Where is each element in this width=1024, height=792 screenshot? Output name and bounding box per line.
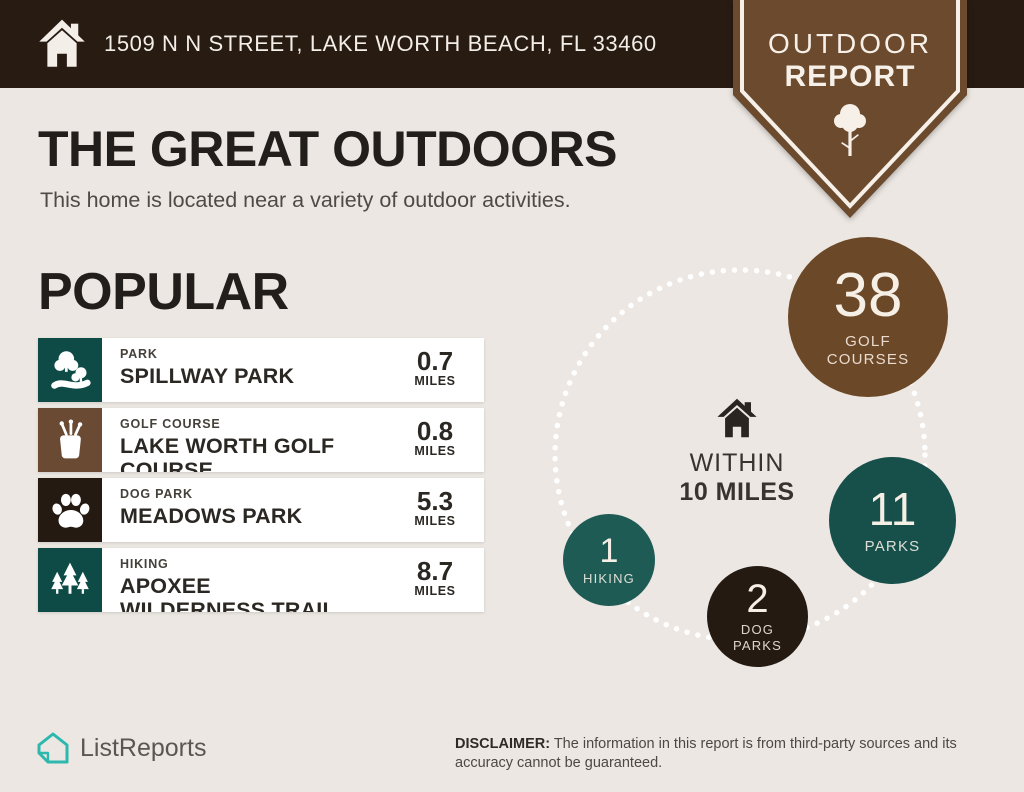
distance-unit: MILES	[414, 514, 456, 528]
list-item-golf-course[interactable]: GOLF COURSE LAKE WORTH GOLF COURSE 0.8 M…	[38, 408, 484, 472]
parks-label: PARKS	[864, 537, 921, 555]
golf-bag-icon	[59, 419, 83, 459]
item-name: APOXEE WILDERNESS TRAIL	[120, 574, 336, 612]
item-name: MEADOWS PARK	[120, 504, 303, 528]
tree-icon	[834, 104, 866, 156]
disclaimer-body: The information in this report is from t…	[455, 736, 957, 771]
hiking-label: HIKING	[583, 570, 635, 586]
item-category: HIKING	[120, 557, 169, 571]
dog-parks-count: 2	[746, 577, 769, 622]
badge-line2: REPORT	[784, 60, 916, 93]
radius-center-label: WITHIN 10 MILES	[657, 398, 817, 507]
within-label: WITHIN	[689, 449, 785, 477]
parks-count: 11	[868, 482, 917, 535]
item-distance: 0.7 MILES	[400, 348, 470, 388]
disclaimer-bold: DISCLAIMER:	[455, 736, 551, 752]
paw-icon	[52, 493, 90, 528]
hiking-bubble: 1 HIKING	[563, 514, 655, 606]
item-distance: 0.8 MILES	[400, 418, 470, 458]
home-icon	[39, 19, 85, 67]
golf-courses-bubble: 38 GOLF COURSES	[788, 237, 948, 397]
dog-park-icon-box	[38, 478, 102, 542]
distance-unit: MILES	[414, 374, 456, 388]
item-name: SPILLWAY PARK	[120, 364, 295, 388]
page-subtitle: This home is located near a variety of o…	[40, 188, 571, 212]
dog-parks-bubble: 2 DOG PARKS	[707, 566, 808, 667]
item-distance: 8.7 MILES	[400, 558, 470, 598]
outdoor-report-badge: OUTDOOR REPORT	[733, 0, 967, 218]
park-trees-icon	[51, 351, 91, 389]
distance-unit: MILES	[414, 444, 456, 458]
popular-heading: POPULAR	[38, 263, 289, 321]
pine-trees-icon	[51, 562, 89, 594]
list-item-dog-park[interactable]: DOG PARK MEADOWS PARK 5.3 MILES	[38, 478, 484, 542]
item-distance: 5.3 MILES	[400, 488, 470, 528]
listreports-logo: ListReports	[36, 731, 206, 765]
parks-bubble: 11 PARKS	[829, 457, 956, 584]
hiking-icon-box	[38, 548, 102, 612]
park-icon-box	[38, 338, 102, 402]
distance-value: 5.3	[416, 486, 454, 516]
dog-parks-label: DOG PARKS	[732, 622, 783, 653]
distance-value: 0.7	[416, 346, 454, 376]
hiking-count: 1	[599, 531, 619, 570]
golf-courses-label: GOLF COURSES	[826, 333, 910, 368]
disclaimer-text: DISCLAIMER: The information in this repo…	[455, 735, 983, 773]
badge-line1: OUTDOOR	[767, 28, 933, 59]
distance-value: 0.8	[416, 416, 454, 446]
list-item-park[interactable]: PARK SPILLWAY PARK 0.7 MILES	[38, 338, 484, 402]
brand-name: ListReports	[80, 733, 207, 762]
radius-label: 10 MILES	[679, 478, 795, 506]
golf-courses-count: 38	[833, 261, 903, 330]
item-category: DOG PARK	[120, 487, 193, 501]
listreports-house-icon	[37, 732, 69, 764]
home-icon	[717, 398, 757, 438]
list-item-hiking[interactable]: HIKING APOXEE WILDERNESS TRAIL 8.7 MILES	[38, 548, 484, 612]
page-title: THE GREAT OUTDOORS	[38, 121, 617, 177]
golf-icon-box	[38, 408, 102, 472]
distance-unit: MILES	[414, 584, 456, 598]
property-address: 1509 N N STREET, LAKE WORTH BEACH, FL 33…	[104, 31, 657, 56]
item-category: PARK	[120, 347, 158, 361]
item-name: LAKE WORTH GOLF COURSE	[120, 434, 335, 472]
item-category: GOLF COURSE	[120, 417, 221, 431]
distance-value: 8.7	[416, 556, 454, 586]
